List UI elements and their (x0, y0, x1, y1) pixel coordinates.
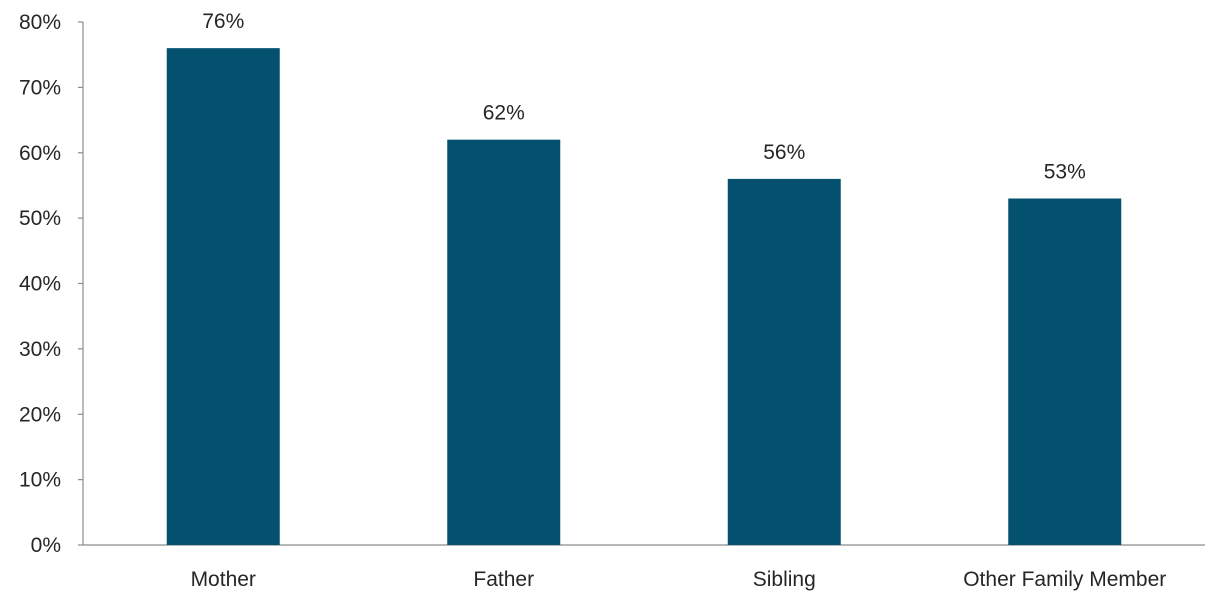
y-tick-label: 20% (19, 403, 61, 426)
x-tick-label: Mother (191, 568, 256, 591)
bars (166, 48, 1122, 546)
y-tick-label: 50% (19, 207, 61, 230)
data-label: 53% (1044, 161, 1086, 184)
y-axis-ticks: 0% 10% 20% 30% 40% 50% 60% 70% 80% (19, 11, 83, 557)
y-tick-label: 70% (19, 76, 61, 99)
y-tick-label: 60% (19, 142, 61, 165)
data-labels: 76% 62% 56% 53% (202, 10, 1086, 183)
data-label: 62% (483, 102, 525, 125)
y-tick-label: 40% (19, 273, 61, 296)
data-label: 56% (763, 141, 805, 164)
category-labels: Mother Father Sibling Other Family Member (191, 568, 1167, 591)
y-tick-label: 30% (19, 338, 61, 361)
bar-sibling (727, 178, 841, 545)
bar-father (447, 139, 561, 546)
y-tick-label: 80% (19, 11, 61, 34)
x-tick-label: Other Family Member (963, 568, 1166, 591)
y-tick-label: 0% (31, 534, 61, 557)
x-tick-label: Sibling (753, 568, 816, 591)
y-tick-label: 10% (19, 469, 61, 492)
bar-other-family-member (1008, 198, 1122, 545)
data-label: 76% (202, 10, 244, 33)
bar-mother (166, 48, 280, 546)
x-tick-label: Father (473, 568, 534, 591)
